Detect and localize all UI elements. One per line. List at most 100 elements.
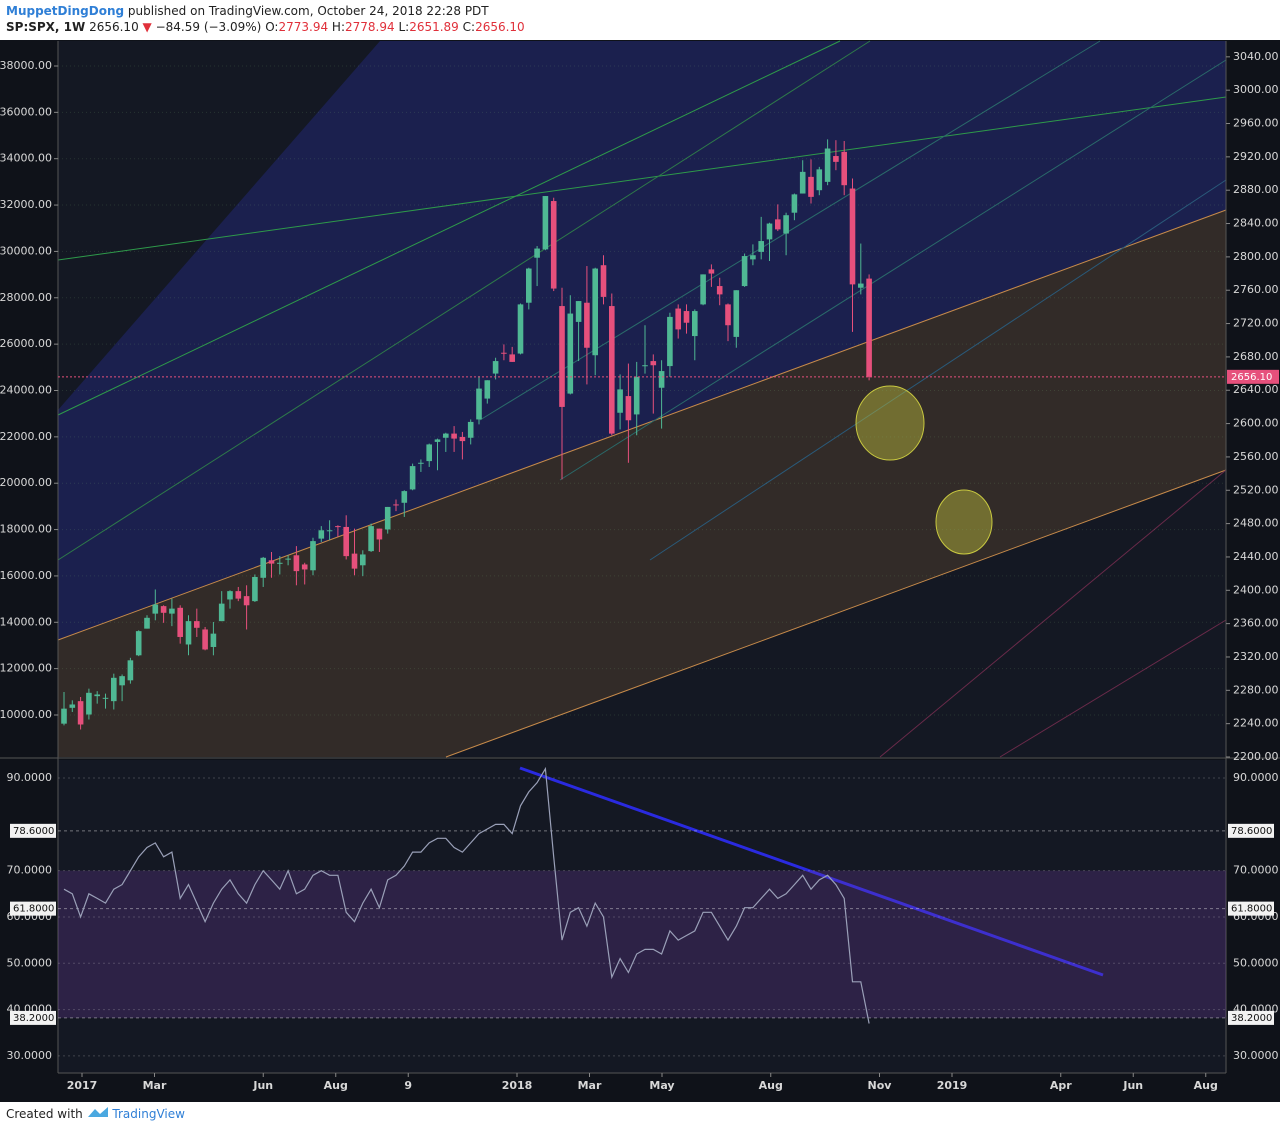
level-label: 78.6000 <box>13 826 54 837</box>
candle-body <box>808 176 814 197</box>
x-tick-label: Jun <box>252 1079 273 1092</box>
header-line: SP:SPX, 1W 2656.10 ▼ −84.59 (−3.09%) O:2… <box>6 19 525 35</box>
trend-line <box>57 96 1227 261</box>
candle-body <box>799 171 806 194</box>
candle-body <box>401 491 408 503</box>
candle-body <box>750 255 756 260</box>
y-tick-label: 90.0000 <box>7 771 53 784</box>
y-tick-label: 2280.00 <box>1233 683 1279 696</box>
level-label: 78.6000 <box>1231 826 1272 837</box>
y2-tick-label: 26000.00 <box>0 337 52 350</box>
candle-body <box>650 361 657 366</box>
candle-body <box>301 564 308 570</box>
candle-body <box>858 283 864 288</box>
candle-body <box>824 148 831 182</box>
candle-body <box>310 541 316 571</box>
level-label: 38.2000 <box>1231 1013 1272 1024</box>
y-tick-label: 2840.00 <box>1233 217 1279 230</box>
candle-body <box>609 306 615 434</box>
y-tick-label: 2360.00 <box>1233 617 1279 630</box>
symbol: SP:SPX, 1W <box>6 20 86 34</box>
y-tick-label: 2880.00 <box>1233 183 1279 196</box>
last-price-box <box>1227 369 1279 384</box>
candle-body <box>144 617 150 629</box>
candle-body <box>418 462 424 464</box>
channel-line <box>57 209 1227 641</box>
candle-body <box>86 692 92 715</box>
candle-body <box>318 530 325 539</box>
candle-body <box>277 562 283 564</box>
author[interactable]: MuppetDingDong <box>6 4 125 18</box>
target-ellipse <box>855 385 925 461</box>
candle-body <box>833 156 839 162</box>
level-label: 61.8000 <box>1231 904 1272 915</box>
trend-line <box>57 40 841 416</box>
fan-line <box>999 619 1227 758</box>
candle-body <box>285 558 291 560</box>
fan-line <box>649 179 1227 561</box>
fan-line <box>479 40 1101 421</box>
candle-body <box>667 316 673 367</box>
candle-body <box>135 631 142 656</box>
y2-tick-label: 12000.00 <box>0 662 52 675</box>
candle-body <box>351 553 358 569</box>
candle-body <box>326 530 333 532</box>
x-tick-label: Jun <box>1122 1079 1143 1092</box>
candle-body <box>393 504 399 506</box>
candle-body <box>501 352 507 354</box>
candle-body <box>202 629 208 650</box>
x-tick-label: 9 <box>404 1079 412 1092</box>
y-tick-label: 2440.00 <box>1233 550 1279 563</box>
candle-body <box>451 433 457 439</box>
y-tick-label: 50.0000 <box>1233 956 1279 969</box>
last: 2656.10 <box>89 20 139 34</box>
candle-body <box>119 676 125 686</box>
rsi-line <box>63 766 870 1024</box>
x-tick-label: Mar <box>578 1079 602 1092</box>
candle-body <box>658 371 665 388</box>
candle-body <box>550 201 557 289</box>
y-tick-label: 2520.00 <box>1233 483 1279 496</box>
candle-body <box>360 554 366 566</box>
x-tick-label: 2019 <box>937 1079 968 1092</box>
candle-body <box>443 433 449 438</box>
candle-body <box>94 694 100 697</box>
arrow: ▼ <box>142 20 152 34</box>
x-tick-label: 2018 <box>502 1079 533 1092</box>
candle-body <box>675 308 681 330</box>
y-tick-label: 3000.00 <box>1233 83 1279 96</box>
candle-body <box>642 365 648 367</box>
candle-body <box>708 269 715 274</box>
candle-body <box>426 444 432 462</box>
c: 2656.10 <box>475 20 525 34</box>
candle-body <box>210 633 217 647</box>
candle-body <box>683 311 690 323</box>
candle-body <box>584 302 590 348</box>
level-box <box>10 1010 56 1025</box>
y-tick-label: 2560.00 <box>1233 450 1279 463</box>
candle-body <box>542 196 549 250</box>
candle-body <box>218 603 225 622</box>
y-tick-label: 2800.00 <box>1233 250 1279 263</box>
y2-tick-label: 24000.00 <box>0 383 52 396</box>
header-line: MuppetDingDong published on TradingView.… <box>6 3 525 19</box>
candle-body <box>268 560 275 564</box>
x-tick-label: Nov <box>868 1079 893 1092</box>
brand[interactable]: TradingView <box>112 1107 185 1121</box>
price-pane <box>58 41 1226 757</box>
x-tick-label: 2017 <box>67 1079 98 1092</box>
y2-tick-label: 36000.00 <box>0 105 52 118</box>
rsi-band <box>58 870 1226 1018</box>
candle-body <box>567 313 574 394</box>
x-tick-label: Aug <box>324 1079 348 1092</box>
published: published on TradingView.com, October 24… <box>127 4 489 18</box>
candle-body <box>177 607 183 637</box>
o-label: O: <box>265 20 279 34</box>
y-tick-label: 70.0000 <box>7 864 53 877</box>
channel-orange <box>58 210 1226 757</box>
candle-body <box>758 241 764 252</box>
candle-body <box>766 223 773 240</box>
candle-body <box>592 268 598 356</box>
candle-body <box>467 421 474 438</box>
